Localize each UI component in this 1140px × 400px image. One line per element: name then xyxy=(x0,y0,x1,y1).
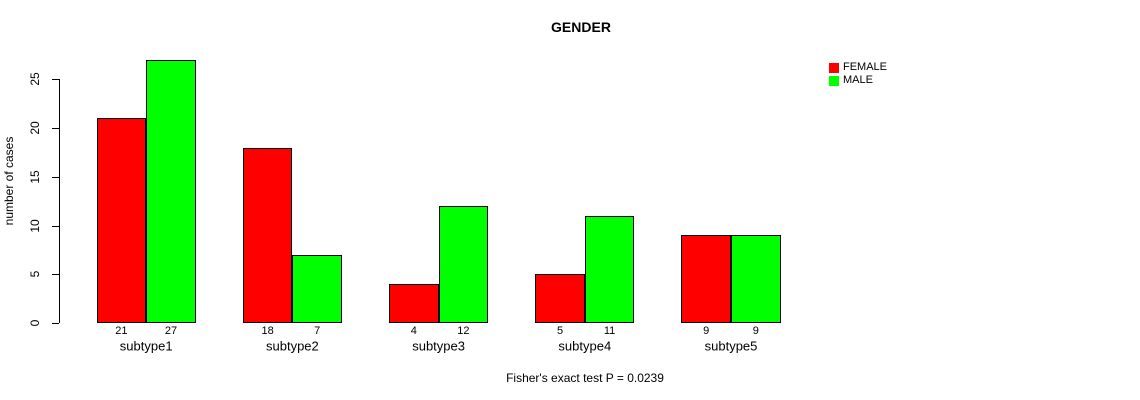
bar-male-subtype1 xyxy=(146,59,196,323)
y-axis-tick xyxy=(52,176,59,178)
bar-value-label: 9 xyxy=(752,325,759,337)
y-axis-label: number of cases xyxy=(2,136,16,226)
bar-male-subtype5 xyxy=(731,235,781,323)
bar-value-label: 7 xyxy=(314,325,321,337)
bar-value-label: 4 xyxy=(410,325,417,337)
y-axis-tick xyxy=(52,274,59,276)
legend-label: FEMALE xyxy=(843,61,888,73)
bar-female-subtype4 xyxy=(535,274,585,323)
x-category-label: subtype4 xyxy=(558,338,612,354)
bar-value-label: 27 xyxy=(164,325,178,337)
legend-swatch-icon xyxy=(829,62,839,73)
legend-item-male: MALE xyxy=(829,75,887,86)
chart-title: GENDER xyxy=(551,19,611,35)
legend: FEMALE MALE xyxy=(829,62,887,86)
bar-value-label: 18 xyxy=(261,325,274,337)
bar-male-subtype4 xyxy=(584,215,635,323)
y-tick-label: 10 xyxy=(28,218,42,233)
bar-value-label: 11 xyxy=(603,325,616,337)
x-category-label: subtype5 xyxy=(704,338,758,354)
bar-male-subtype3 xyxy=(438,206,489,323)
x-category-label: subtype3 xyxy=(412,338,465,354)
y-axis-tick xyxy=(52,323,59,324)
bar-value-label: 21 xyxy=(115,325,128,337)
y-axis-tick xyxy=(52,225,59,227)
legend-swatch-icon xyxy=(829,75,839,86)
x-category-label: subtype1 xyxy=(119,338,173,354)
legend-label: MALE xyxy=(843,74,873,86)
caption-text: Fisher's exact test P = 0.0239 xyxy=(506,371,664,385)
bar-value-label: 9 xyxy=(703,325,710,337)
y-tick-label: 25 xyxy=(28,72,42,86)
x-category-label: subtype2 xyxy=(266,338,319,354)
y-axis-tick xyxy=(52,128,59,129)
bar-male-subtype2 xyxy=(292,254,342,323)
bar-value-label: 12 xyxy=(457,325,470,337)
bar-female-subtype5 xyxy=(681,235,731,323)
y-axis-tick xyxy=(52,79,59,81)
bar-female-subtype2 xyxy=(242,147,293,323)
y-tick-label: 5 xyxy=(28,270,42,278)
legend-item-female: FEMALE xyxy=(829,62,887,73)
bar-value-label: 5 xyxy=(556,325,564,337)
bar-female-subtype1 xyxy=(96,118,147,323)
y-tick-label: 20 xyxy=(28,121,42,135)
bar-female-subtype3 xyxy=(389,284,439,323)
y-tick-label: 0 xyxy=(28,319,42,327)
y-axis-line xyxy=(59,79,60,323)
y-tick-label: 15 xyxy=(28,170,42,184)
